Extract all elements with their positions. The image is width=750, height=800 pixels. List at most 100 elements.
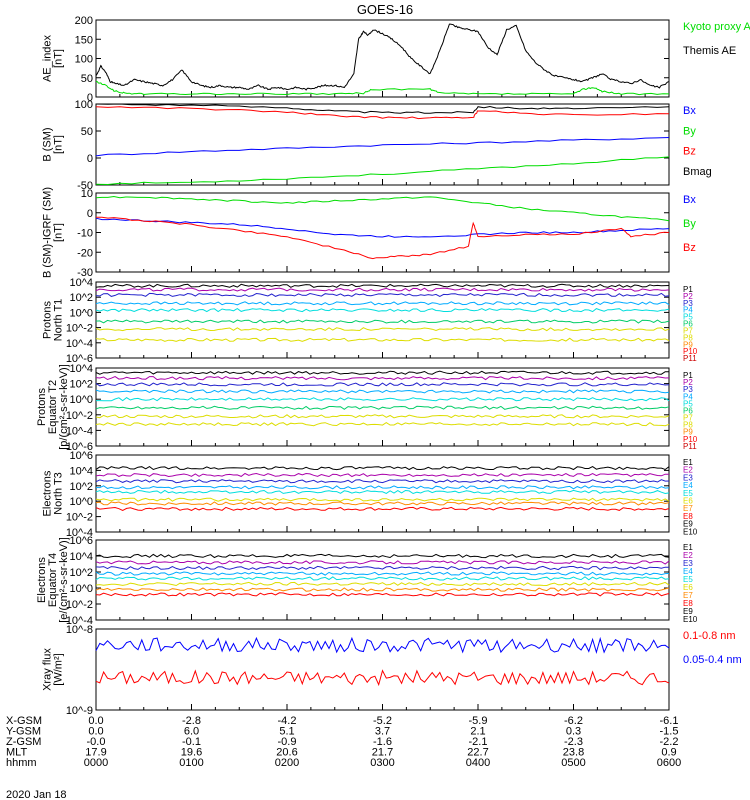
ephemeris-table: X-GSM 0.0 -2.8 -4.2 -5.2 -5.9 -6.2 -6.1 Y-GSM 0.0…	[6, 715, 681, 769]
series-line-e6	[95, 581, 670, 587]
ephemeris-value: -2.8	[182, 715, 201, 727]
series-line-p8	[95, 422, 670, 427]
legend-entry: E10	[683, 527, 698, 536]
series-line-e8	[95, 506, 670, 511]
legend-entry: E3	[683, 473, 693, 482]
legend-entry: P1	[683, 371, 693, 380]
series-line-p6	[95, 319, 670, 324]
y-axis-label: Electrons	[36, 557, 48, 603]
y-tick-label: 10^-4	[66, 338, 93, 350]
legend-entry: P7	[683, 326, 693, 335]
series-line-e1	[95, 466, 670, 471]
legend-entry: P8	[683, 333, 693, 342]
legend-entry: P6	[683, 406, 693, 415]
y-tick-label: 10^0	[69, 496, 93, 508]
series-line-p5	[95, 308, 670, 313]
ephemeris-value: 19.6	[181, 747, 202, 759]
series-line-themis-ae	[95, 23, 670, 91]
y-axis-label: B (SM)-IGRF (SM)	[42, 187, 54, 278]
ephemeris-value: -2.2	[660, 736, 679, 748]
ephemeris-value: 20.6	[276, 747, 297, 759]
ephemeris-value: 5.1	[279, 726, 294, 738]
ephemeris-value: 0.9	[661, 747, 676, 759]
legend-entry: P7	[683, 414, 693, 423]
ephemeris-value: 0.0	[88, 715, 103, 727]
y-tick-label: 10^6	[69, 535, 93, 547]
ephemeris-value: 3.7	[375, 726, 390, 738]
series-line-bmag	[95, 103, 670, 114]
legend-entry: P1	[683, 285, 693, 294]
y-tick-label: 10^-2	[66, 599, 93, 611]
y-tick-label: 0	[87, 208, 93, 220]
y-tick-label: -30	[77, 267, 93, 279]
y-tick-label: 200	[75, 15, 93, 27]
legend-entry: P9	[683, 428, 693, 437]
ephemeris-value: 0300	[370, 757, 394, 769]
y-tick-label: 10^4	[69, 551, 93, 563]
panel-frame	[95, 454, 670, 533]
y-tick-label: 0	[87, 92, 93, 104]
ephemeris-row-label: hhmm	[6, 757, 37, 769]
series-line-p7	[95, 414, 670, 419]
series-line-e5	[95, 576, 670, 581]
series-line-by	[95, 156, 670, 186]
legend-entry: E5	[683, 575, 693, 584]
y-tick-label: 10^0	[69, 394, 93, 406]
y-tick-label: 150	[75, 34, 93, 46]
legend-entry: E9	[683, 520, 693, 529]
y-tick-label: -50	[77, 180, 93, 192]
series-line-p2	[95, 376, 670, 381]
ephemeris-row-label: Z-GSM	[6, 736, 41, 748]
legend-entry: P2	[683, 292, 693, 301]
y-tick-label: 10^-2	[66, 410, 93, 422]
y-axis-label: Protons	[42, 301, 54, 339]
y-tick-label: 10^-4	[66, 615, 93, 627]
y-axis-label: B (SM)	[42, 127, 54, 161]
legend-entry: Bz	[683, 242, 696, 254]
y-tick-label: 10^4	[69, 465, 93, 477]
series-line-bz	[95, 216, 670, 260]
series-line-p3	[95, 292, 670, 297]
series-line-p4	[95, 301, 670, 306]
legend-entry: P3	[683, 385, 693, 394]
y-tick-label: 10^4	[69, 363, 93, 375]
series-line-p8	[95, 337, 670, 342]
series-line-e2	[95, 560, 670, 565]
ephemeris-row-label: Y-GSM	[6, 726, 41, 738]
ephemeris-value: 6.0	[184, 726, 199, 738]
series-line-bx	[95, 137, 670, 157]
y-tick-label: 50	[81, 126, 93, 138]
legend-entry: P4	[683, 306, 693, 315]
ephemeris-value: -1.6	[373, 736, 392, 748]
panel-4: 10^4 10^2 10^0 10^-2 10^-4 10^-6 Protons North …	[42, 277, 698, 365]
series-line-bx	[95, 217, 670, 238]
series-line-e8	[95, 592, 670, 597]
legend-entry: Bx	[683, 105, 696, 117]
y-tick-label: -10	[77, 228, 93, 240]
legend-entry: P10	[683, 347, 698, 356]
legend-entry: Bmag	[683, 166, 712, 178]
series-line-0-1-0-8-nm	[95, 669, 670, 687]
legend-entry: E6	[683, 583, 693, 592]
y-tick-label: 10	[81, 188, 93, 200]
y-tick-label: 50	[81, 73, 93, 85]
legend-entry: E1	[683, 458, 693, 467]
y-tick-label: 10^-9	[66, 705, 93, 717]
legend-entry: E3	[683, 559, 693, 568]
y-axis-label: [nT]	[53, 223, 65, 242]
y-tick-label: 10^2	[69, 379, 93, 391]
ephemeris-value: 0000	[84, 757, 108, 769]
legend-entry: By	[683, 218, 696, 230]
ephemeris-value: -0.1	[182, 736, 201, 748]
y-axis-label: [nT]	[53, 135, 65, 154]
legend-entry: E2	[683, 551, 693, 560]
ephemeris-value: 0100	[179, 757, 203, 769]
y-axis-label: Equator T4	[47, 553, 59, 607]
y-tick-label: 10^-4	[66, 425, 93, 437]
panel-frame	[95, 281, 670, 359]
ephemeris-row-label: MLT	[6, 747, 27, 759]
legend-entry: E1	[683, 543, 693, 552]
legend-entry: E4	[683, 481, 693, 490]
ephemeris-value: 23.8	[563, 747, 584, 759]
